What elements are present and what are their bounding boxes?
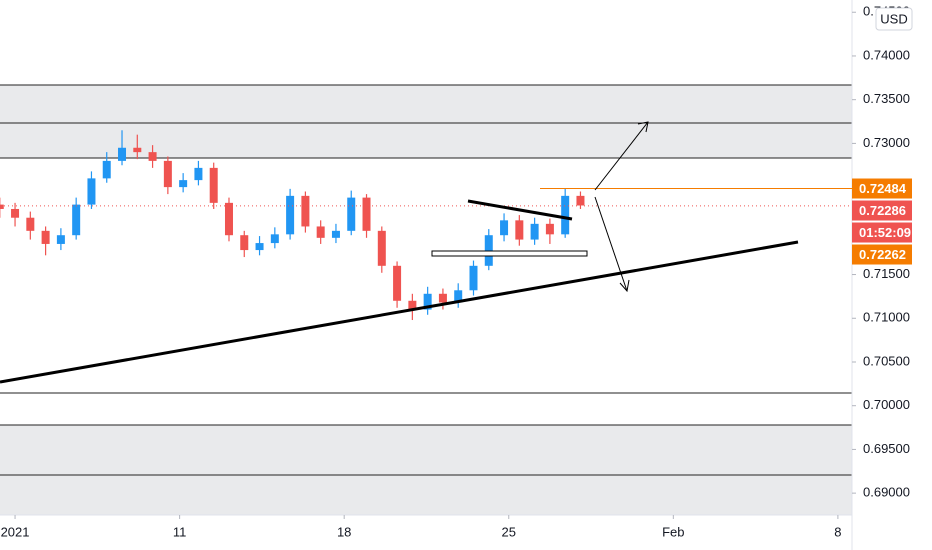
- candle-body: [26, 217, 35, 231]
- candle-body: [133, 147, 142, 153]
- arrow-down: [594, 196, 628, 292]
- candle-body: [87, 178, 96, 205]
- candle-body: [301, 195, 310, 227]
- candle-body: [393, 265, 402, 301]
- candle-body: [377, 230, 386, 266]
- candle-body: [72, 204, 81, 236]
- candle-body: [331, 230, 340, 238]
- candle-body: [56, 235, 65, 244]
- candle-body: [469, 265, 478, 291]
- drawings: [0, 121, 799, 384]
- resistance-zone: [0, 85, 852, 158]
- candle-body: [209, 167, 218, 203]
- y-tick-label: 0.71500: [863, 266, 910, 281]
- price-label-box: [852, 244, 912, 265]
- candle-body: [240, 235, 249, 251]
- trendline: [0, 240, 799, 384]
- arrow-up: [594, 121, 649, 191]
- arrow-head: [637, 121, 649, 133]
- candle-body: [362, 197, 371, 231]
- candle-body: [179, 180, 188, 188]
- arrow-head: [619, 279, 630, 293]
- x-tick-label: 2021: [1, 524, 30, 539]
- y-tick-label: 0.70000: [863, 397, 910, 412]
- candle-body: [530, 223, 539, 240]
- candle-body: [500, 220, 509, 236]
- candle-body: [194, 167, 203, 181]
- candle-body: [255, 243, 264, 251]
- support-box: [431, 250, 588, 257]
- candle-body: [0, 204, 4, 209]
- price-label: 0.72286: [859, 203, 906, 218]
- support-zone: [0, 425, 852, 515]
- x-tick-label: 18: [337, 524, 351, 539]
- candle-body: [316, 226, 325, 238]
- plot: [0, 130, 852, 321]
- price-label: 0.72262: [859, 247, 906, 262]
- y-tick-label: 0.73000: [863, 135, 910, 150]
- triangle-line: [467, 199, 573, 221]
- currency[interactable]: USD: [880, 11, 907, 26]
- zones: [0, 84, 852, 515]
- candle-body: [148, 152, 157, 161]
- candle-body: [438, 293, 447, 303]
- candle-body: [561, 195, 570, 235]
- candle-body: [163, 160, 172, 188]
- price-label: 0.72484: [859, 181, 907, 196]
- y-tick-label: 0.70500: [863, 353, 910, 368]
- currency-box[interactable]: [875, 7, 913, 31]
- candle-body: [41, 230, 50, 244]
- candle-body: [347, 197, 356, 231]
- y-tick-label: 0.69500: [863, 441, 910, 456]
- x-tick-label: 25: [502, 524, 516, 539]
- candle-body: [102, 160, 111, 179]
- candle-body: [576, 195, 585, 206]
- price-label-box: [852, 178, 912, 199]
- x-tick-label: 11: [173, 524, 187, 539]
- countdown-box: [852, 222, 912, 243]
- candle-body: [454, 290, 463, 303]
- candle-body: [118, 147, 127, 161]
- y-tick-label: 0.74000: [863, 47, 910, 62]
- y-tick-label: 0.69000: [863, 485, 910, 500]
- candle-body: [11, 208, 20, 218]
- candle-body: [270, 234, 279, 244]
- candle-body: [224, 202, 233, 236]
- countdown: 01:52:09: [859, 225, 911, 240]
- candle-body: [286, 195, 295, 235]
- price-label-box: [852, 200, 912, 221]
- y-tick-label: 0.73500: [863, 91, 910, 106]
- candle-body: [423, 293, 432, 310]
- x-tick-label: Feb: [662, 524, 684, 539]
- candle-body: [408, 300, 417, 310]
- y-tick-label: 0.71000: [863, 310, 910, 325]
- candle-body: [545, 223, 554, 235]
- candle-body: [515, 220, 524, 240]
- x-tick-label: 8: [834, 524, 841, 539]
